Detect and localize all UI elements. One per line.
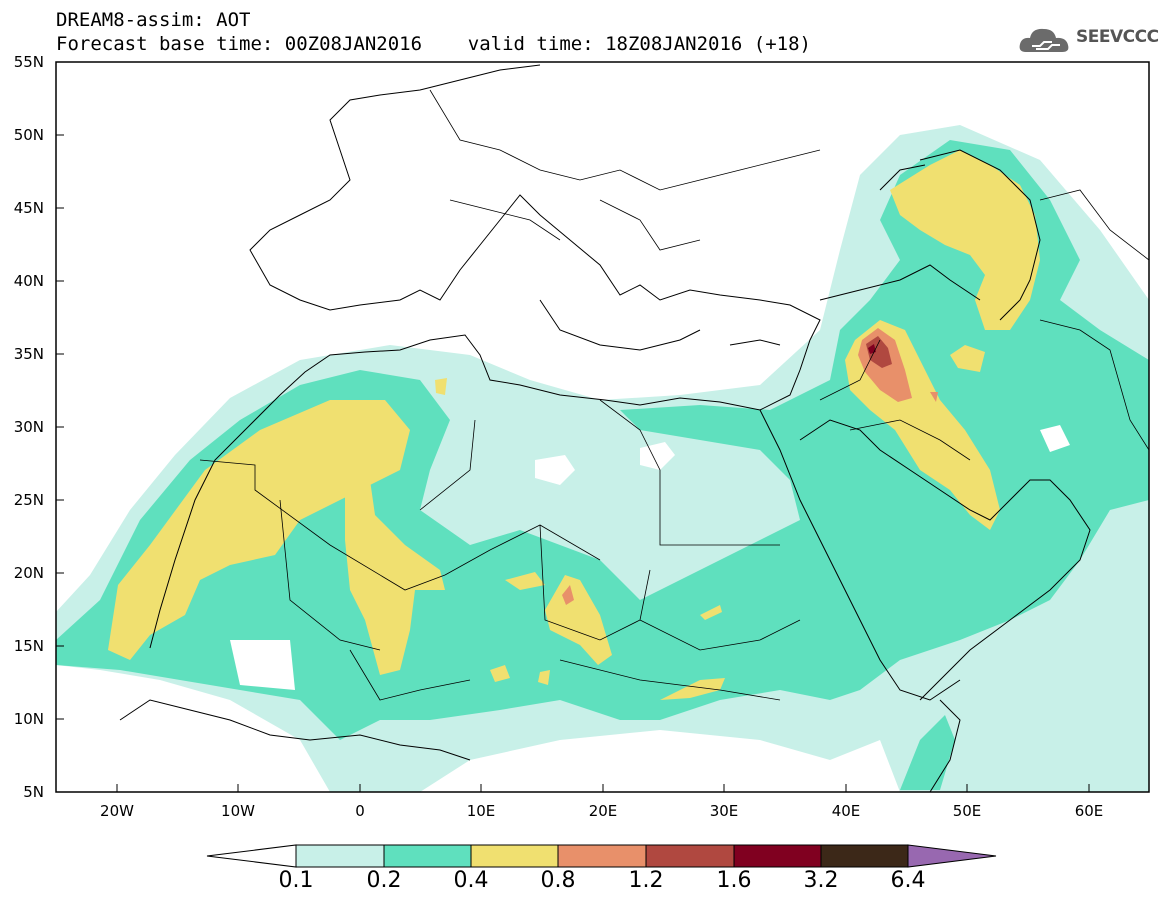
colorbar-label: 6.4 — [890, 868, 926, 893]
lat-label: 10N — [13, 710, 44, 728]
lon-label: 20W — [100, 802, 134, 820]
lat-label: 55N — [13, 53, 44, 71]
lat-label: 5N — [23, 783, 44, 801]
colorbar-label: 0.4 — [453, 868, 489, 893]
colorbar-label: 3.2 — [803, 868, 839, 893]
lat-label: 30N — [13, 418, 44, 436]
colorbar-label: 1.2 — [628, 868, 664, 893]
lon-label: 10E — [466, 802, 496, 820]
aot-band-0-4 — [108, 150, 1040, 700]
lat-label: 15N — [13, 637, 44, 655]
colorbar-swatch-4 — [557, 844, 647, 868]
lat-label: 45N — [13, 199, 44, 217]
aot-band-0-2 — [56, 140, 1149, 790]
lon-label: 10W — [221, 802, 255, 820]
lat-label: 35N — [13, 345, 44, 363]
aot-band-1-2 — [866, 336, 892, 368]
axis-ticks — [56, 134, 1090, 792]
lat-label: 50N — [13, 126, 44, 144]
lat-label: 40N — [13, 272, 44, 290]
colorbar-label: 0.1 — [278, 868, 314, 893]
colorbar-swatch-3 — [470, 844, 559, 868]
colorbar-label: 0.2 — [366, 868, 402, 893]
lon-label: 60E — [1074, 802, 1104, 820]
forecast-time-label: Forecast base time: 00Z08JAN2016 valid t… — [56, 33, 811, 55]
lon-label: 40E — [831, 802, 861, 820]
colorbar-swatch-5 — [645, 844, 735, 868]
colorbar-swatch-6 — [733, 844, 822, 868]
colorbar-label: 1.6 — [716, 868, 752, 893]
map-title: DREAM8-assim: AOT — [56, 9, 251, 31]
colorbar-swatch-2 — [383, 844, 472, 868]
lat-label: 25N — [13, 491, 44, 509]
colorbar-swatch-1 — [295, 844, 385, 868]
colorbar-swatch-7 — [820, 844, 909, 868]
lon-label: 50E — [952, 802, 982, 820]
coastlines — [119, 64, 1091, 792]
cloud-logo-icon — [1019, 28, 1069, 52]
colorbar-over-arrow — [907, 844, 997, 868]
colorbar-label: 0.8 — [540, 868, 576, 893]
lon-label: 0 — [355, 802, 365, 820]
lat-label: 20N — [13, 564, 44, 582]
lon-label: 30E — [709, 802, 739, 820]
lon-label: 20E — [588, 802, 618, 820]
colorbar-under-arrow — [206, 844, 297, 868]
colorbar — [206, 844, 997, 868]
aot-clear-patches — [230, 425, 1070, 690]
country-borders — [199, 89, 1149, 701]
logo-text: SEEVCCC — [1076, 27, 1159, 47]
